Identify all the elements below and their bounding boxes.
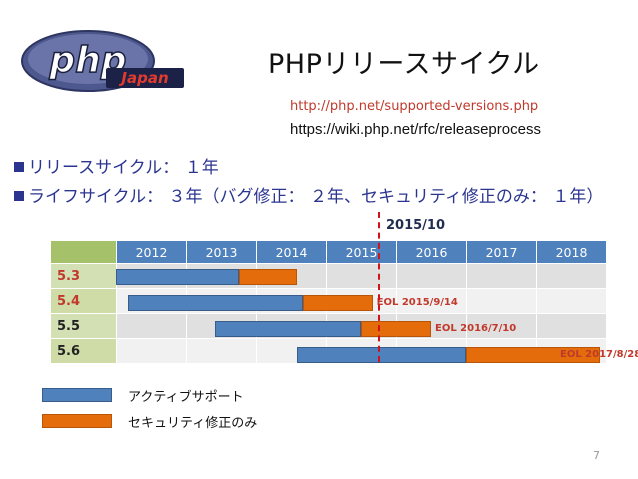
marker-label: 2015/10 (386, 218, 446, 233)
bullet-square-icon (14, 191, 24, 201)
security-fix-bar (466, 347, 601, 363)
legend-swatch-security (42, 414, 112, 428)
header-year: 2018 (536, 240, 607, 264)
release-process-link[interactable]: https://wiki.php.net/rfc/releaseprocess (290, 121, 541, 138)
active-support-bar (116, 269, 239, 285)
version-cell: 5.6 (50, 338, 117, 364)
supported-versions-link[interactable]: http://php.net/supported-versions.php (290, 99, 539, 114)
bullet-text: ライフサイクル： ３年（バグ修正： ２年、セキュリティ修正のみ： １年） (28, 187, 604, 207)
bullet-release-cycle: リリースサイクル： １年 (14, 153, 219, 178)
eol-label: EOL 2016/7/10 (435, 323, 517, 334)
active-support-bar (296, 347, 466, 363)
security-fix-bar (361, 321, 431, 337)
header-year: 2016 (396, 240, 467, 264)
security-fix-bar (302, 295, 373, 311)
bullet-life-cycle: ライフサイクル： ３年（バグ修正： ２年、セキュリティ修正のみ： １年） (14, 182, 603, 207)
php-japan-logo: php Japan (18, 28, 188, 98)
version-cell: 5.4 (50, 288, 117, 314)
table-header-row: 2012 2013 2014 2015 2016 2017 2018 (50, 240, 607, 264)
active-support-bar (127, 295, 303, 311)
header-year: 2017 (466, 240, 537, 264)
current-date-marker (378, 212, 380, 362)
logo-text: php (48, 40, 126, 81)
header-year: 2012 (116, 240, 187, 264)
header-cell (50, 240, 117, 264)
page-number: 7 (593, 449, 600, 462)
eol-label: EOL 2015/9/14 (376, 297, 458, 308)
header-year: 2015 (326, 240, 397, 264)
header-year: 2013 (186, 240, 257, 264)
php-logo-icon: php Japan (21, 30, 184, 92)
eol-label: EOL 2017/8/28 (560, 349, 638, 360)
security-fix-bar (238, 269, 297, 285)
slide-title: PHPリリースサイクル (268, 49, 540, 80)
legend-swatch-active (42, 388, 112, 402)
version-cell: 5.3 (50, 263, 117, 289)
active-support-bar (215, 321, 361, 337)
header-year: 2014 (256, 240, 327, 264)
version-cell: 5.5 (50, 313, 117, 339)
legend-label-security: セキュリティ修正のみ (128, 416, 258, 431)
legend-label-active: アクティブサポート (128, 390, 244, 405)
bullet-square-icon (14, 162, 24, 172)
bullet-text: リリースサイクル： １年 (28, 158, 219, 178)
logo-subtext: Japan (118, 69, 168, 87)
